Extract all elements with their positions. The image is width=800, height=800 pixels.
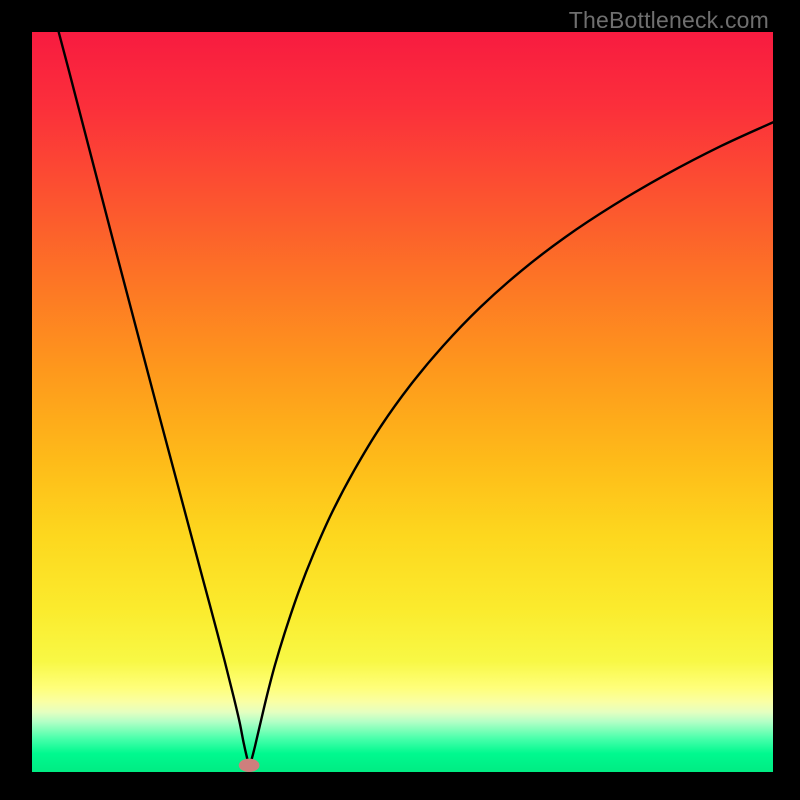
plot-svg	[32, 32, 773, 772]
gradient-background	[32, 32, 773, 772]
chart-stage: TheBottleneck.com	[0, 0, 800, 800]
curve-minimum-marker	[239, 759, 260, 772]
watermark-label: TheBottleneck.com	[569, 7, 769, 34]
plot-area	[32, 32, 773, 772]
